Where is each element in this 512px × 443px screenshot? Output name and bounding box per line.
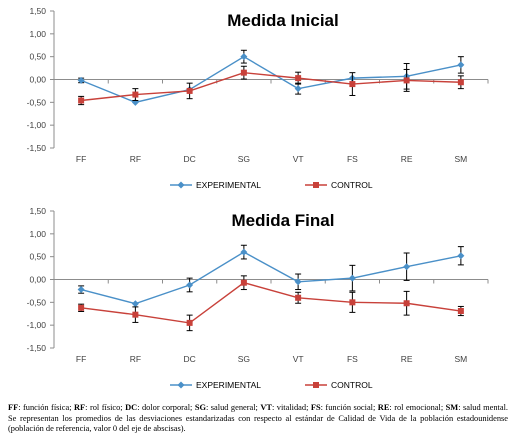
- data-point: [403, 300, 410, 307]
- data-point: [457, 252, 465, 260]
- data-point: [132, 91, 139, 98]
- x-tick-label: VT: [293, 354, 304, 364]
- chart-svg: Medida Final 1,50 1,00 0,50 0,00 -0,50 -1,00 -1…: [27, 206, 489, 390]
- legend-marker: [313, 382, 319, 388]
- data-point: [457, 79, 464, 86]
- data-point: [77, 286, 85, 294]
- series-line: [81, 71, 461, 102]
- data-point: [349, 299, 356, 306]
- chart-medida-inicial: Medida Inicial 1,50 1,00 0,50 0,00 -0,50 -1,00…: [0, 0, 512, 200]
- y-tick-label: 0,00: [29, 275, 46, 285]
- x-tick-label: FF: [76, 154, 86, 164]
- caption-abbreviation: DC: [125, 403, 138, 412]
- x-tick-label: RF: [130, 354, 141, 364]
- y-tick-label: -1,00: [27, 320, 47, 330]
- caption-text: : función física;: [18, 403, 74, 412]
- x-tick-label: RF: [130, 154, 141, 164]
- data-point: [131, 300, 139, 308]
- chart-title: Medida Inicial: [227, 11, 338, 30]
- y-tick-label: -1,50: [27, 143, 47, 153]
- x-tick-label: DC: [183, 354, 195, 364]
- y-tick-label: 1,00: [29, 229, 46, 239]
- y-tick-label: -1,50: [27, 343, 47, 353]
- x-tick-label: SG: [238, 154, 250, 164]
- data-point: [78, 97, 85, 104]
- chart-svg: Medida Inicial 1,50 1,00 0,50 0,00 -0,50 -1,00…: [27, 6, 489, 190]
- data-point: [77, 76, 85, 84]
- data-point: [295, 294, 302, 301]
- x-tick-label: DC: [183, 154, 195, 164]
- y-tick-label: 0,50: [29, 52, 46, 62]
- caption-abbreviation: FF: [8, 403, 19, 412]
- x-tick-label: FF: [76, 354, 86, 364]
- chart-title: Medida Final: [232, 211, 335, 230]
- series-experimental: [77, 244, 465, 308]
- y-tick-label: -0,50: [27, 97, 47, 107]
- legend-marker: [313, 182, 319, 188]
- chart-medida-final: Medida Final 1,50 1,00 0,50 0,00 -0,50 -1,00 -1…: [0, 200, 512, 400]
- figure-caption: FF: función física; RF: rol físico; DC: …: [8, 403, 508, 435]
- x-tick-label: SG: [238, 354, 250, 364]
- caption-text: : vitalidad;: [271, 403, 311, 412]
- legend-marker: [177, 181, 185, 189]
- data-point: [403, 263, 411, 271]
- data-point: [349, 81, 356, 88]
- x-tick-label: FS: [347, 154, 358, 164]
- data-point: [240, 53, 248, 61]
- caption-text: : salud mental. Se representan los prome…: [8, 403, 509, 434]
- x-tick-label: RE: [401, 354, 413, 364]
- data-point: [294, 278, 302, 286]
- series-control: [78, 65, 464, 106]
- series-line: [80, 251, 462, 305]
- data-point: [132, 311, 139, 318]
- caption-abbreviation: VT: [260, 403, 272, 412]
- data-point: [240, 279, 247, 286]
- data-point: [240, 248, 248, 256]
- caption-abbreviation: RF: [73, 403, 86, 412]
- caption-text: : dolor corporal;: [137, 403, 195, 412]
- data-point: [294, 85, 302, 93]
- caption-abbreviation: SM: [445, 403, 459, 412]
- legend-marker: [177, 381, 185, 389]
- legend: EXPERIMENTAL CONTROL: [170, 380, 373, 390]
- y-tick-label: 1,50: [29, 206, 46, 216]
- legend-label: EXPERIMENTAL: [196, 180, 261, 190]
- y-tick-label: 1,50: [29, 6, 46, 16]
- caption-text: : rol emocional;: [389, 403, 446, 412]
- series-line: [81, 281, 461, 324]
- y-tick-label: 0,50: [29, 252, 46, 262]
- data-point: [403, 77, 410, 84]
- data-point: [295, 75, 302, 82]
- y-tick-label: 1,00: [29, 29, 46, 39]
- data-point: [186, 87, 193, 94]
- caption-text: : salud general;: [206, 403, 261, 412]
- y-tick-label: 0,00: [29, 75, 46, 85]
- caption-text: : rol físico;: [85, 403, 126, 412]
- y-tick-label: -0,50: [27, 297, 47, 307]
- x-tick-label: RE: [401, 154, 413, 164]
- legend-label: CONTROL: [331, 180, 373, 190]
- caption-abbreviation: RE: [377, 403, 390, 412]
- data-point: [348, 274, 356, 282]
- data-point: [457, 308, 464, 315]
- legend: EXPERIMENTAL CONTROL: [170, 180, 373, 190]
- y-tick-label: -1,00: [27, 120, 47, 130]
- series-line: [80, 55, 462, 104]
- x-tick-label: SM: [455, 154, 468, 164]
- data-point: [78, 304, 85, 311]
- x-tick-label: FS: [347, 354, 358, 364]
- x-tick-label: SM: [455, 354, 468, 364]
- series-control: [78, 275, 464, 332]
- caption-abbreviation: FS: [310, 403, 321, 412]
- data-point: [457, 61, 465, 69]
- data-point: [186, 281, 194, 289]
- x-tick-label: VT: [293, 154, 304, 164]
- data-point: [186, 319, 193, 326]
- legend-label: EXPERIMENTAL: [196, 380, 261, 390]
- legend-label: CONTROL: [331, 380, 373, 390]
- data-point: [240, 69, 247, 76]
- caption-abbreviation: SG: [194, 403, 206, 412]
- caption-text: : función social;: [320, 403, 378, 412]
